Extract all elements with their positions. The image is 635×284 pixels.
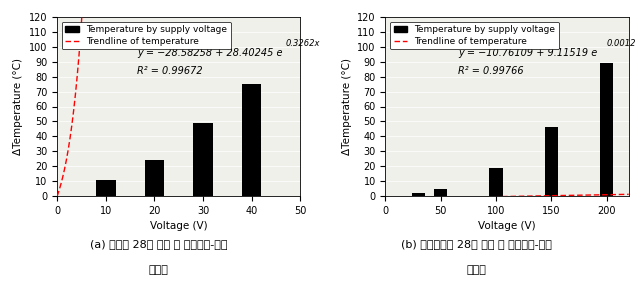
Trendline of temperature xyxy=(382,197,389,200)
Bar xyxy=(193,123,213,196)
Text: y = −10.76109 + 9.11519 e: y = −10.76109 + 9.11519 e xyxy=(458,48,598,58)
X-axis label: Voltage (V): Voltage (V) xyxy=(150,221,208,231)
Trendline of temperature xyxy=(53,195,61,198)
Trendline of temperature xyxy=(558,194,566,197)
Trendline of temperature xyxy=(411,196,418,200)
Bar xyxy=(145,160,164,196)
Text: 그래프: 그래프 xyxy=(149,265,169,275)
Trendline of temperature xyxy=(625,193,632,196)
Trendline of temperature xyxy=(461,195,469,199)
Bar xyxy=(412,193,425,196)
Text: 0.3262x: 0.3262x xyxy=(286,39,320,48)
Bar xyxy=(600,63,613,196)
Bar xyxy=(545,127,558,196)
Bar xyxy=(490,168,503,196)
X-axis label: Voltage (V): Voltage (V) xyxy=(478,221,536,231)
Text: y = −28.58258 + 28.40245 e: y = −28.58258 + 28.40245 e xyxy=(137,48,283,58)
Legend: Temperature by supply voltage, Trendline of temperature: Temperature by supply voltage, Trendline… xyxy=(62,22,231,49)
Y-axis label: ΔTemperature (°C): ΔTemperature (°C) xyxy=(342,58,352,155)
Bar xyxy=(242,84,262,196)
Trendline of temperature xyxy=(557,194,565,197)
Bar xyxy=(96,179,116,196)
Trendline of temperature xyxy=(535,194,542,198)
Line: Trendline of temperature: Trendline of temperature xyxy=(57,0,300,196)
Text: 그래프: 그래프 xyxy=(466,265,486,275)
Text: R² = 0.99672: R² = 0.99672 xyxy=(137,66,203,76)
Legend: Temperature by supply voltage, Trendline of temperature: Temperature by supply voltage, Trendline… xyxy=(390,22,559,49)
Text: 0.0012x: 0.0012x xyxy=(607,39,635,48)
Y-axis label: ΔTemperature (°C): ΔTemperature (°C) xyxy=(13,58,23,155)
Text: (a) 큐브형 28일 양생 시 공급전압-온도: (a) 큐브형 28일 양생 시 공급전압-온도 xyxy=(90,239,227,249)
Bar xyxy=(434,189,448,196)
Text: (b) 큐보이드형 28일 양생 시 공급전압-온도: (b) 큐보이드형 28일 양생 시 공급전압-온도 xyxy=(401,239,552,249)
Text: R² = 0.99766: R² = 0.99766 xyxy=(458,66,524,76)
Trendline of temperature xyxy=(478,195,486,199)
Line: Trendline of temperature: Trendline of temperature xyxy=(385,194,629,199)
